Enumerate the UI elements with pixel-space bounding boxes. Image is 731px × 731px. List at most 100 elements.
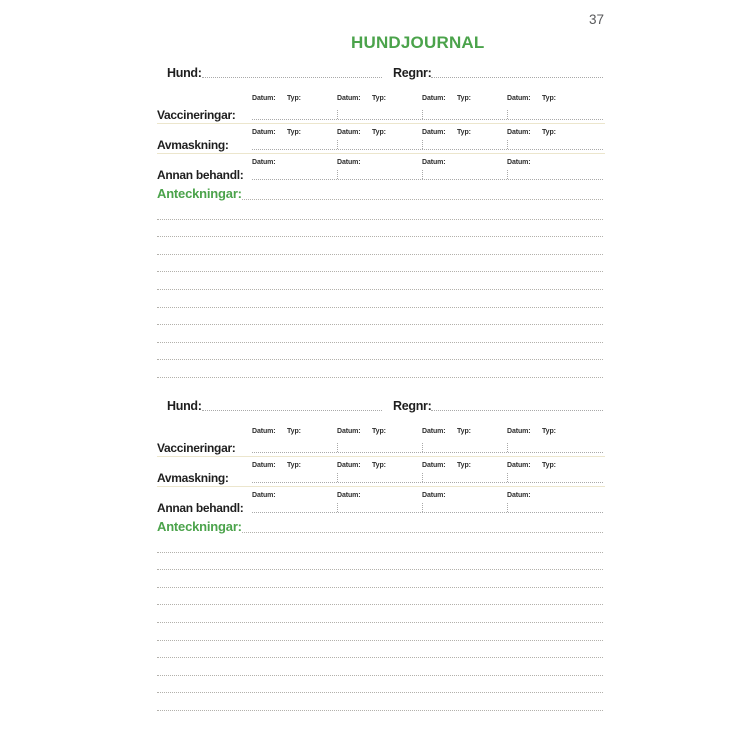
note-line: [157, 220, 603, 238]
typ-label: Typ:: [542, 95, 556, 102]
datum-label: Datum:: [252, 159, 276, 166]
column-separator: [422, 110, 423, 119]
typ-label: Typ:: [372, 462, 386, 469]
other-treatment-row: Annan behandl: Datum: Datum: Datum: Datu…: [157, 154, 605, 182]
datum-label: Datum:: [422, 129, 446, 136]
column-separator: [337, 443, 338, 452]
note-line: [157, 570, 603, 588]
column-group: Datum:: [252, 159, 337, 167]
note-line: [157, 255, 603, 273]
note-line: [157, 658, 603, 676]
column-group: Datum:: [422, 492, 507, 500]
column-separator: [422, 170, 423, 179]
column-group: Datum: Typ:: [337, 428, 422, 436]
column-group: Datum: Typ:: [507, 428, 592, 436]
column-group: Datum: Typ:: [507, 95, 592, 103]
datum-label: Datum:: [337, 428, 361, 435]
hund-label: Hund:: [167, 399, 202, 413]
datum-label: Datum:: [252, 95, 276, 102]
other-treatment-label: Annan behandl:: [157, 501, 244, 515]
datum-label: Datum:: [422, 159, 446, 166]
column-group: Datum:: [507, 159, 592, 167]
column-group: Datum: Typ:: [422, 428, 507, 436]
column-separator: [422, 473, 423, 482]
note-line: [157, 623, 603, 641]
deworming-column-headers: Datum: Typ: Datum: Typ: Datum: Typ: Datu…: [252, 129, 603, 137]
datum-label: Datum:: [337, 95, 361, 102]
column-separator: [422, 503, 423, 512]
notes-header-row: Anteckningar:: [157, 519, 603, 535]
name-row: Hund: Regnr:: [157, 66, 603, 80]
datum-label: Datum:: [422, 95, 446, 102]
note-line: [157, 535, 603, 553]
column-separator: [507, 443, 508, 452]
column-group: Datum:: [337, 492, 422, 500]
note-line: [157, 308, 603, 326]
vaccinations-column-headers: Datum: Typ: Datum: Typ: Datum: Typ: Datu…: [252, 95, 603, 103]
vaccinations-row: Vaccineringar: Datum: Typ: Datum: Typ: D…: [157, 90, 605, 124]
notes-area: [157, 535, 603, 711]
typ-label: Typ:: [287, 95, 301, 102]
typ-label: Typ:: [372, 129, 386, 136]
datum-label: Datum:: [422, 428, 446, 435]
deworming-label: Avmaskning:: [157, 138, 229, 152]
hund-label: Hund:: [167, 66, 202, 80]
column-group: Datum: Typ:: [422, 462, 507, 470]
typ-label: Typ:: [372, 95, 386, 102]
vaccinations-label: Vaccineringar:: [157, 441, 236, 455]
other-treatment-row: Annan behandl: Datum: Datum: Datum: Datu…: [157, 487, 605, 515]
column-group: Datum: Typ:: [507, 129, 592, 137]
note-line: [157, 676, 603, 694]
column-group: Datum: Typ:: [252, 129, 337, 137]
column-separator: [422, 443, 423, 452]
column-separator: [337, 170, 338, 179]
datum-label: Datum:: [252, 462, 276, 469]
datum-label: Datum:: [422, 462, 446, 469]
notes-label: Anteckningar:: [157, 186, 242, 201]
note-line: [157, 641, 603, 659]
deworming-column-headers: Datum: Typ: Datum: Typ: Datum: Typ: Datu…: [252, 462, 603, 470]
regnr-field: Regnr:: [393, 399, 603, 413]
hund-field: Hund:: [157, 66, 393, 80]
column-group: Datum: Typ:: [507, 462, 592, 470]
note-line: [157, 360, 603, 378]
typ-label: Typ:: [457, 462, 471, 469]
hund-field: Hund:: [157, 399, 393, 413]
notes-write-line: [241, 532, 603, 533]
datum-label: Datum:: [507, 159, 531, 166]
datum-label: Datum:: [507, 129, 531, 136]
column-separator: [507, 473, 508, 482]
other-treatment-label: Annan behandl:: [157, 168, 244, 182]
note-line: [157, 343, 603, 361]
column-separator: [337, 140, 338, 149]
page-title: HUNDJOURNAL: [351, 33, 485, 52]
note-line: [157, 605, 603, 623]
datum-label: Datum:: [507, 462, 531, 469]
notes-header-row: Anteckningar:: [157, 186, 603, 202]
other-treatment-column-headers: Datum: Datum: Datum: Datum:: [252, 492, 603, 500]
regnr-label: Regnr:: [393, 66, 432, 80]
datum-label: Datum:: [337, 492, 361, 499]
deworming-write-line: [252, 473, 603, 483]
typ-label: Typ:: [372, 428, 386, 435]
column-group: Datum:: [337, 159, 422, 167]
deworming-label: Avmaskning:: [157, 471, 229, 485]
page-number: 37: [589, 12, 605, 27]
datum-label: Datum:: [337, 462, 361, 469]
column-group: Datum: Typ:: [337, 129, 422, 137]
notes-area: [157, 202, 603, 378]
name-row: Hund: Regnr:: [157, 399, 603, 413]
typ-label: Typ:: [287, 428, 301, 435]
typ-label: Typ:: [287, 462, 301, 469]
notes-label: Anteckningar:: [157, 519, 242, 534]
hund-write-line: [201, 410, 382, 411]
column-separator: [507, 170, 508, 179]
column-separator: [507, 140, 508, 149]
datum-label: Datum:: [422, 492, 446, 499]
typ-label: Typ:: [287, 129, 301, 136]
datum-label: Datum:: [507, 428, 531, 435]
column-separator: [507, 110, 508, 119]
datum-label: Datum:: [252, 428, 276, 435]
journal-section-2: Hund: Regnr: Vaccineringar: Datum: Typ: …: [157, 399, 605, 711]
other-treatment-write-line: [252, 503, 603, 513]
